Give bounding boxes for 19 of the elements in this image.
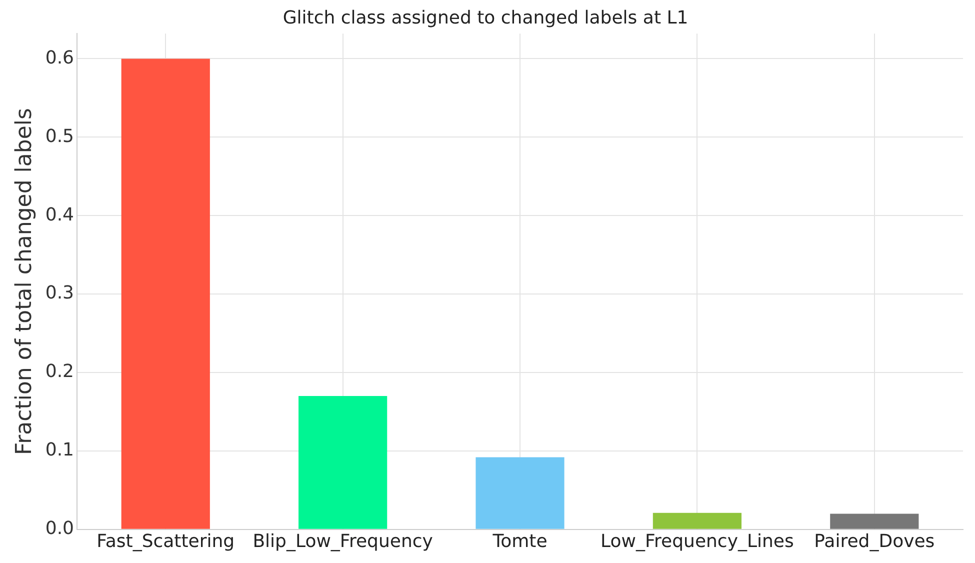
y-axis-title: Fraction of total changed labels <box>12 108 37 455</box>
y-tick-label: 0.6 <box>45 47 74 68</box>
bar <box>830 514 919 529</box>
x-tick-label: Paired_Doves <box>814 530 935 552</box>
x-tick-label: Fast_Scattering <box>96 530 235 552</box>
bar <box>298 396 388 529</box>
y-tick-label: 0.1 <box>45 440 74 461</box>
chart-title: Glitch class assigned to changed labels at L1 <box>282 7 688 28</box>
bar <box>476 457 564 529</box>
y-tick-label: 0.4 <box>45 204 74 226</box>
x-tick-label: Low_Frequency_Lines <box>600 530 794 552</box>
y-tick-label: 0.2 <box>45 361 74 382</box>
bar <box>121 58 210 529</box>
y-tick-label: 0.0 <box>45 518 74 540</box>
x-tick-label: Blip_Low_Frequency <box>252 530 434 552</box>
y-tick-label: 0.5 <box>45 126 74 147</box>
bar <box>652 512 742 529</box>
x-tick-label: Tomte <box>492 530 548 552</box>
y-tick-label: 0.3 <box>45 282 74 304</box>
